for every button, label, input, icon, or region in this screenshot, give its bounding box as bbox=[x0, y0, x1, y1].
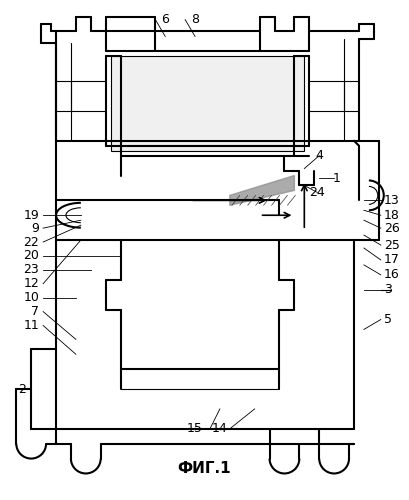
Text: 22: 22 bbox=[23, 236, 39, 248]
Text: 15: 15 bbox=[187, 422, 203, 436]
Text: 23: 23 bbox=[23, 264, 39, 276]
Text: ФИГ.1: ФИГ.1 bbox=[177, 461, 231, 476]
Text: 26: 26 bbox=[384, 222, 400, 234]
Text: 19: 19 bbox=[23, 208, 39, 222]
Text: 6: 6 bbox=[161, 13, 169, 26]
Text: 2: 2 bbox=[18, 382, 26, 396]
Text: 25: 25 bbox=[384, 238, 400, 252]
Text: 8: 8 bbox=[191, 13, 199, 26]
Bar bbox=[111, 56, 304, 150]
Text: 18: 18 bbox=[384, 208, 400, 222]
Text: 3: 3 bbox=[384, 283, 392, 296]
Text: 17: 17 bbox=[384, 254, 400, 266]
Text: 7: 7 bbox=[31, 305, 39, 318]
Text: 1: 1 bbox=[333, 172, 341, 185]
Polygon shape bbox=[230, 176, 294, 206]
Text: 14: 14 bbox=[212, 422, 228, 436]
Text: 10: 10 bbox=[23, 291, 39, 304]
Text: 12: 12 bbox=[23, 278, 39, 290]
Text: 13: 13 bbox=[384, 194, 400, 207]
Text: 4: 4 bbox=[315, 149, 323, 162]
Text: 20: 20 bbox=[23, 250, 39, 262]
Text: 16: 16 bbox=[384, 268, 400, 281]
Text: 24: 24 bbox=[309, 186, 325, 199]
Text: 11: 11 bbox=[23, 319, 39, 332]
Text: 5: 5 bbox=[384, 313, 392, 326]
Text: 9: 9 bbox=[31, 222, 39, 234]
